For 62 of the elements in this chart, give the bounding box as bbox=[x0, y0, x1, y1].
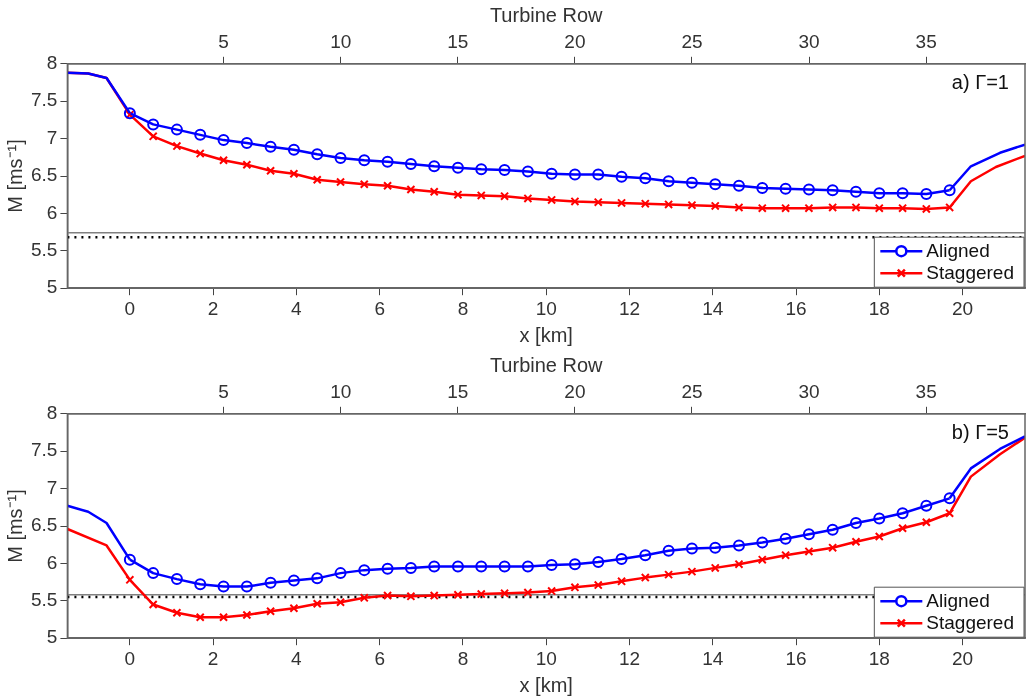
y-tick-label: 7 bbox=[46, 126, 58, 148]
x-tick-label: 18 bbox=[868, 647, 890, 669]
x-tick-label: 16 bbox=[785, 297, 807, 319]
x2-tick-label: 10 bbox=[330, 380, 352, 402]
x2-tick-label: 15 bbox=[447, 380, 469, 402]
x-axis-title: x [km] bbox=[519, 323, 573, 346]
y-tick-label: 6.5 bbox=[30, 514, 58, 536]
y-tick-label: 6 bbox=[46, 551, 58, 573]
x-tick-label: 6 bbox=[374, 647, 385, 669]
y-axis-title: M [ms⁻¹] bbox=[3, 489, 26, 563]
x-tick-label: 6 bbox=[374, 297, 385, 319]
x2-tick-label: 5 bbox=[218, 30, 229, 52]
x-tick-label: 0 bbox=[124, 647, 136, 669]
x2-axis-title: Turbine Row bbox=[489, 353, 604, 376]
x2-tick-label: 20 bbox=[564, 30, 586, 52]
x-tick-label: 0 bbox=[124, 297, 136, 319]
x-tick-label: 4 bbox=[291, 297, 303, 319]
x2-tick-label: 10 bbox=[330, 30, 352, 52]
x-tick-label: 12 bbox=[618, 297, 641, 319]
y-tick-label: 6.5 bbox=[30, 164, 58, 186]
y-tick-label: 5 bbox=[46, 626, 58, 648]
y-tick-label: 5.5 bbox=[30, 239, 58, 261]
legend-label: Aligned bbox=[926, 590, 990, 612]
x-tick-label: 8 bbox=[457, 297, 469, 319]
x2-tick-label: 30 bbox=[798, 30, 820, 52]
x-tick-label: 18 bbox=[868, 297, 890, 319]
x2-tick-label: 15 bbox=[447, 30, 469, 52]
x-tick-label: 16 bbox=[785, 647, 807, 669]
x-tick-label: 2 bbox=[207, 297, 219, 319]
x2-axis-title: Turbine Row bbox=[489, 3, 604, 26]
x-tick-label: 8 bbox=[457, 647, 469, 669]
x-tick-label: 12 bbox=[618, 647, 641, 669]
x-tick-label: 14 bbox=[702, 297, 724, 319]
y-tick-label: 8 bbox=[46, 52, 58, 74]
x-tick-label: 20 bbox=[951, 647, 974, 669]
x2-tick-label: 30 bbox=[798, 380, 820, 402]
x2-tick-label: 25 bbox=[681, 30, 703, 52]
x2-tick-label: 5 bbox=[218, 380, 229, 402]
y-tick-label: 5 bbox=[46, 276, 58, 298]
y-tick-label: 7.5 bbox=[30, 439, 58, 461]
x-tick-label: 14 bbox=[702, 647, 724, 669]
x2-tick-label: 20 bbox=[564, 380, 586, 402]
x-axis-title: x [km] bbox=[519, 673, 573, 696]
y-tick-label: 8 bbox=[46, 402, 58, 424]
x-tick-label: 10 bbox=[535, 647, 557, 669]
annotation: b) Γ=5 bbox=[951, 421, 1009, 444]
y-tick-label: 6 bbox=[46, 201, 58, 223]
annotation: a) Γ=1 bbox=[951, 71, 1009, 94]
legend-label: Staggered bbox=[926, 262, 1015, 284]
x-tick-label: 2 bbox=[207, 647, 219, 669]
x-tick-label: 20 bbox=[951, 297, 974, 319]
y-axis-title: M [ms⁻¹] bbox=[3, 139, 26, 213]
x2-tick-label: 35 bbox=[915, 30, 937, 52]
legend-label: Aligned bbox=[926, 240, 990, 262]
x-tick-label: 10 bbox=[535, 297, 557, 319]
legend-label: Staggered bbox=[926, 612, 1015, 634]
y-tick-label: 7.5 bbox=[30, 89, 58, 111]
y-tick-label: 5.5 bbox=[30, 589, 58, 611]
y-tick-label: 7 bbox=[46, 476, 58, 498]
x-tick-label: 4 bbox=[291, 647, 303, 669]
x2-tick-label: 35 bbox=[915, 380, 937, 402]
x2-tick-label: 25 bbox=[681, 380, 703, 402]
